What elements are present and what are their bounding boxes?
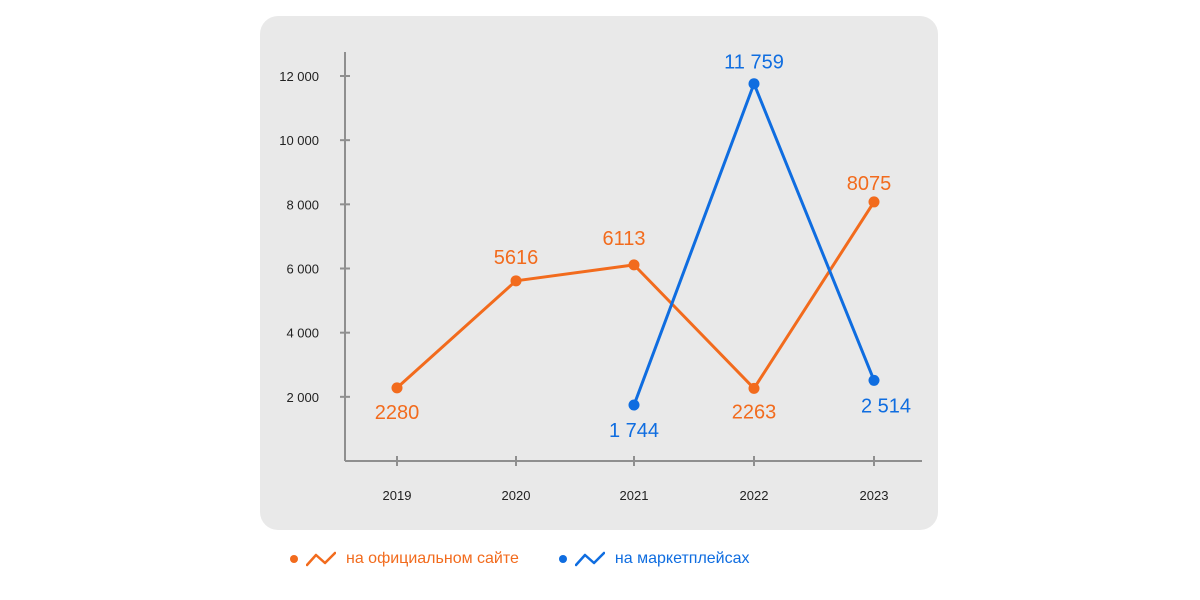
- data-point: [868, 196, 880, 208]
- data-label: 2 514: [861, 395, 911, 417]
- x-tick-label: 2021: [620, 488, 649, 503]
- y-tick-label: 2 000: [286, 390, 319, 405]
- y-tick-label: 4 000: [286, 326, 319, 341]
- data-point: [628, 259, 640, 271]
- data-label: 6113: [602, 228, 645, 250]
- data-point: [510, 275, 522, 287]
- data-label: 8075: [847, 173, 892, 195]
- x-tick-label: 2020: [502, 488, 531, 503]
- data-point: [868, 374, 880, 386]
- legend-dot-icon: [290, 555, 298, 563]
- data-point: [628, 399, 640, 411]
- y-tick-label: 10 000: [279, 133, 319, 148]
- x-tick-label: 2019: [383, 488, 412, 503]
- legend-line-icon: [306, 551, 336, 567]
- data-label: 1 744: [609, 420, 659, 442]
- data-labels: 2280 5616 6113 2263 8075 1 744 11 759 2 514: [375, 52, 911, 442]
- data-label: 2280: [375, 402, 420, 424]
- data-label: 2263: [732, 401, 777, 423]
- x-tick-label: 2023: [860, 488, 889, 503]
- series-points: [391, 78, 880, 411]
- chart-panel: 2 000 4 000 6 000 8 000 10 000 12 000 2019 2020…: [260, 16, 938, 530]
- data-label: 11 759: [724, 52, 784, 74]
- data-point: [748, 78, 760, 90]
- legend-item-marketplaces: на маркетплейсах: [558, 550, 750, 568]
- data-point: [391, 382, 403, 394]
- x-tick-label: 2022: [740, 488, 769, 503]
- legend-label-official-site: на официальном сайте: [346, 550, 519, 567]
- series-line: [632, 82, 876, 407]
- legend-item-official-site: на официальном сайте: [290, 550, 519, 568]
- axes: 2 000 4 000 6 000 8 000 10 000 12 000 2019 2020…: [279, 52, 922, 503]
- y-tick-label: 8 000: [286, 197, 319, 212]
- data-point: [748, 382, 760, 394]
- y-tick-label: 6 000: [286, 262, 319, 277]
- legend-label-marketplaces: на маркетплейсах: [614, 550, 750, 567]
- line-chart: 2 000 4 000 6 000 8 000 10 000 12 000 2019 2020…: [279, 52, 922, 503]
- legend-line-icon: [574, 551, 605, 567]
- legend: на официальном сайте на маркетплейсах: [290, 550, 790, 568]
- legend-dot-icon: [558, 555, 567, 563]
- y-tick-label: 12 000: [279, 69, 319, 84]
- data-label: 5616: [494, 247, 539, 269]
